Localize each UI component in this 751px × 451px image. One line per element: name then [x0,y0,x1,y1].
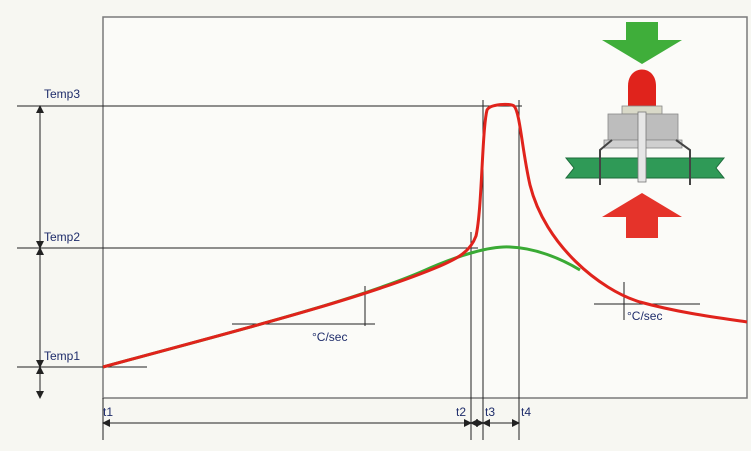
left-lead [599,139,613,185]
slope-left-label: °C/sec [312,330,347,344]
center-pin [637,111,647,183]
t4-label: t4 [521,405,531,419]
t2-label: t2 [456,405,466,419]
slope-right-label: °C/sec [627,309,662,323]
temp3-label: Temp3 [44,87,80,101]
t3-label: t3 [485,405,495,419]
led-lens-icon [628,69,656,106]
through-hole-led-on-pcb-icon [564,22,726,238]
right-lead [675,139,691,185]
measured-profile-curve [102,102,748,369]
t1-label: t1 [103,405,113,419]
up-arrow-icon [602,193,682,238]
temp1-label: Temp1 [44,349,80,363]
temp2-label: Temp2 [44,230,80,244]
down-arrow-icon [602,22,682,64]
